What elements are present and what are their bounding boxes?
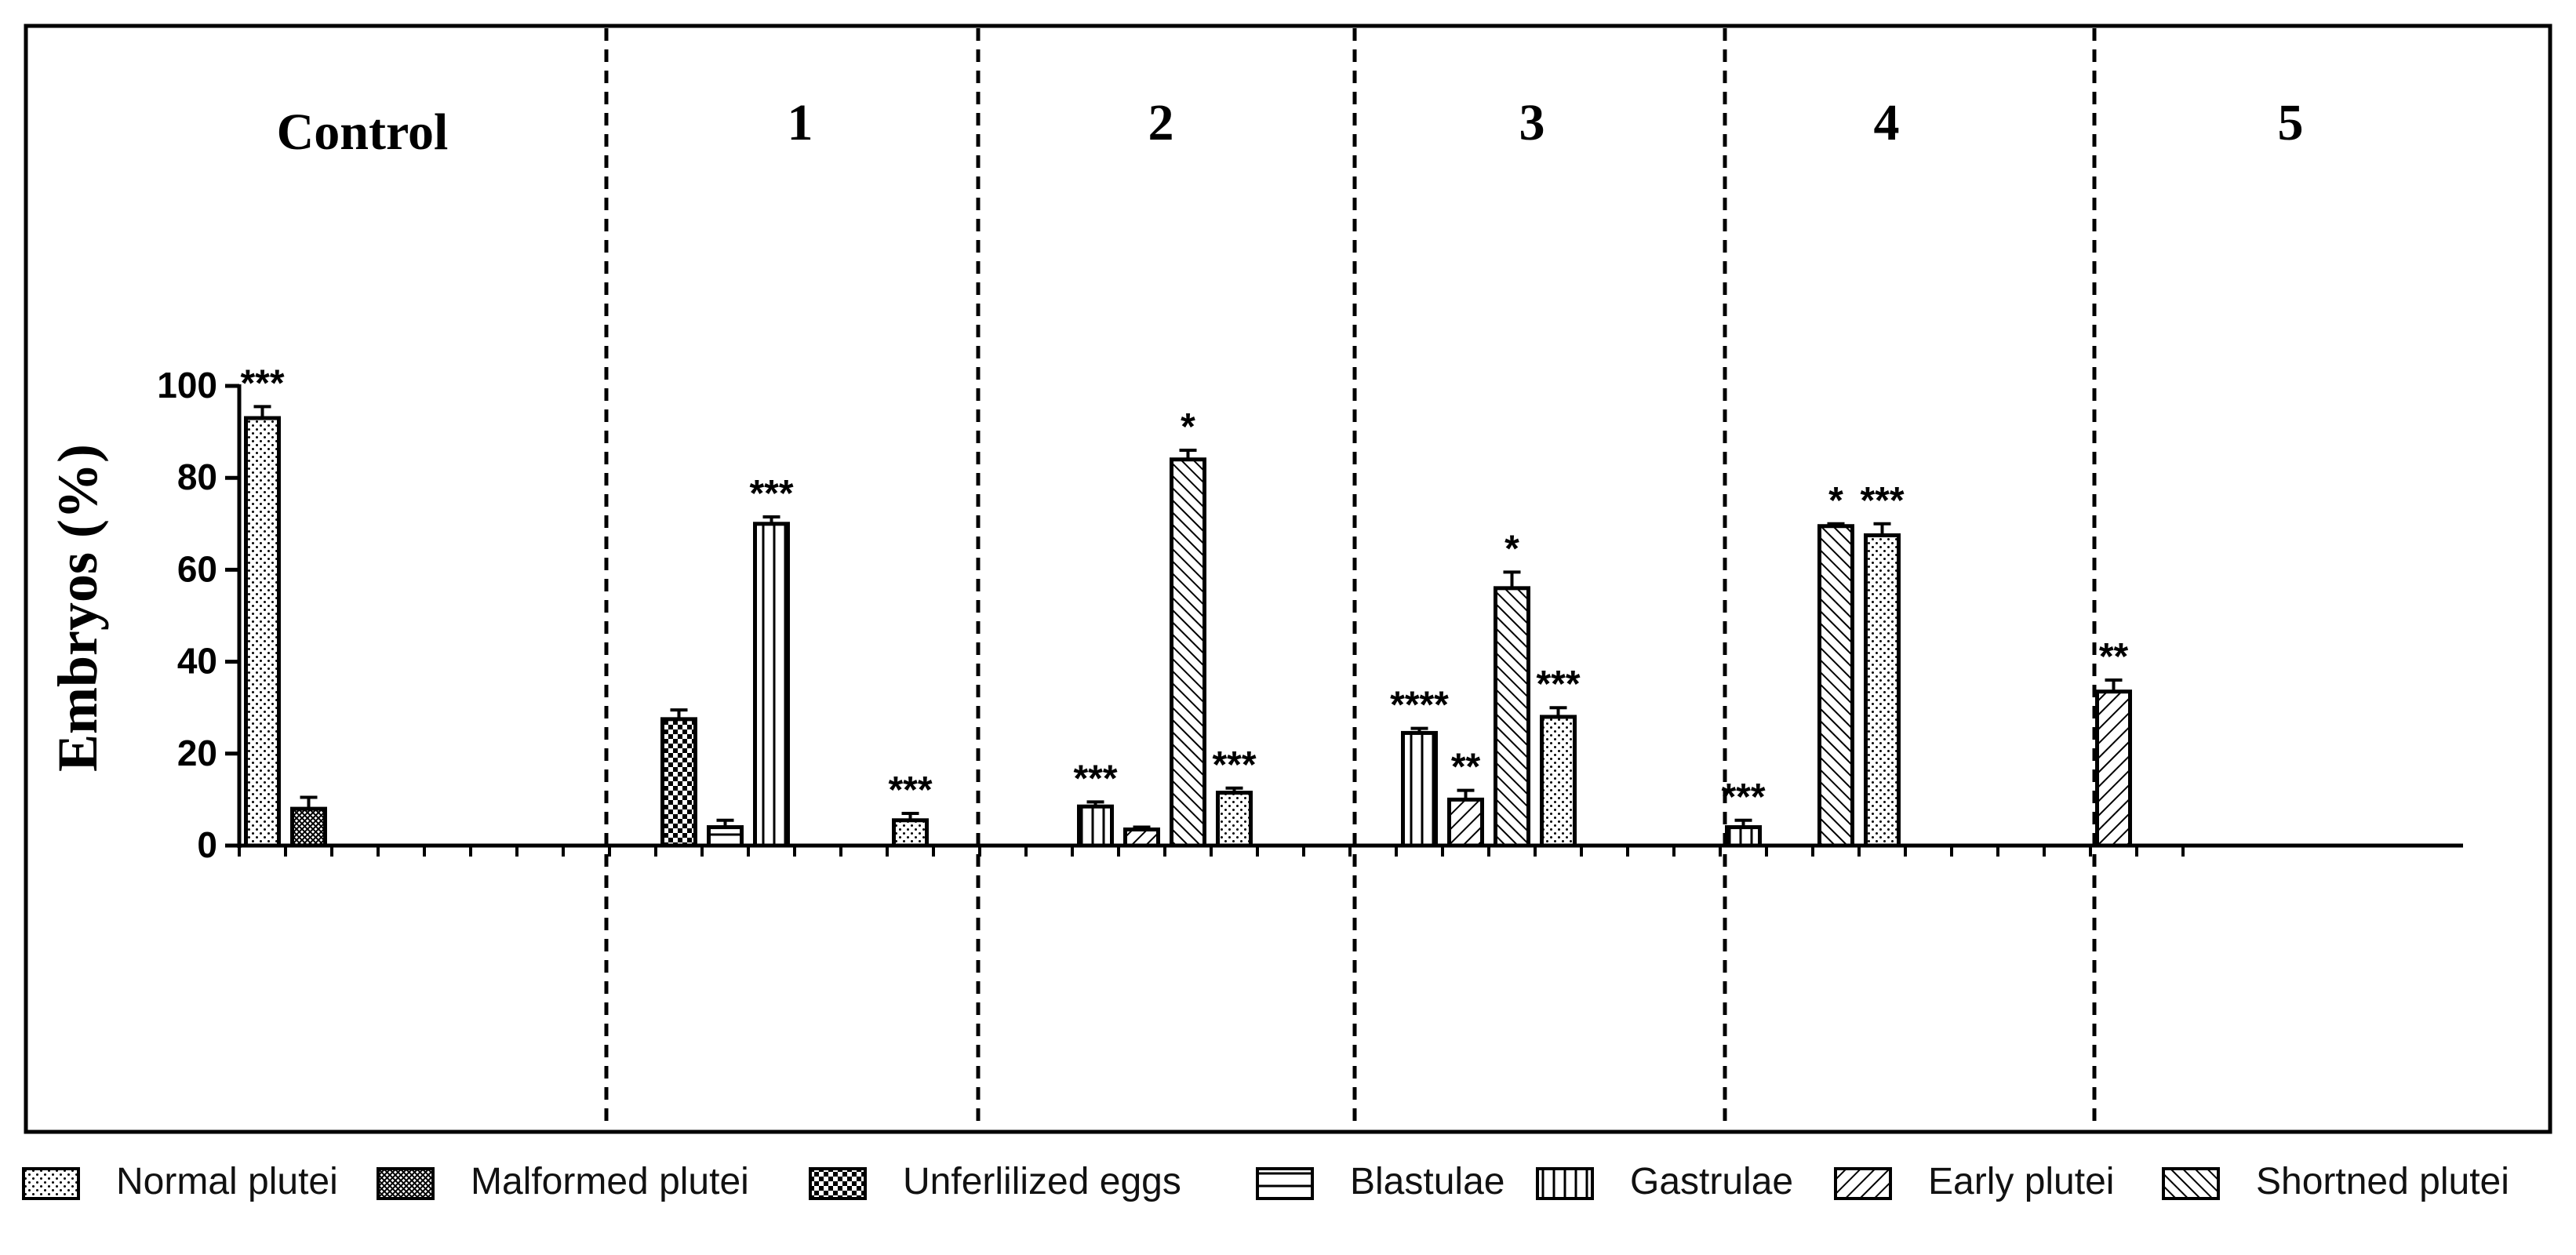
- bar: [1077, 804, 1114, 848]
- bar: [660, 717, 697, 848]
- legend-label: Normal plutei: [116, 1161, 338, 1202]
- legend-swatch: [1256, 1167, 1314, 1200]
- significance-label: ***: [1721, 777, 1765, 818]
- panel-titles: Control 1 2 3 4 5: [277, 94, 2304, 161]
- y-tick-label: 0: [197, 824, 217, 865]
- panel-title: 2: [1148, 94, 1174, 151]
- significance-label: *: [1828, 480, 1843, 522]
- significance-label: **: [2099, 636, 2129, 678]
- legend-label: Shortned plutei: [2256, 1161, 2509, 1202]
- legend-label: Early plutei: [1928, 1161, 2114, 1202]
- bar: [1725, 825, 1762, 848]
- significance-label: **: [1451, 747, 1481, 788]
- legend-label: Blastulae: [1350, 1161, 1504, 1202]
- bar: [753, 522, 790, 848]
- y-tick-label: 60: [177, 548, 217, 589]
- legend-swatch: [809, 1167, 867, 1200]
- bar: [290, 806, 327, 848]
- bars: ********* ********************* *****: [240, 362, 2132, 848]
- legend-swatch: [1834, 1167, 1892, 1200]
- bar: [707, 825, 744, 848]
- significance-label: ***: [1212, 744, 1256, 786]
- legend: Normal plutei Malformed plutei Unferlilize…: [22, 1161, 2509, 1202]
- y-tick-label: 20: [177, 733, 217, 773]
- significance-label: ***: [240, 362, 284, 404]
- axes: 0 20 40 60 80 100: [157, 365, 2463, 865]
- bar: [1123, 827, 1160, 848]
- y-axis-label: Embryos (%): [46, 444, 109, 772]
- legend-swatch: [22, 1167, 80, 1200]
- significance-label: ***: [1073, 758, 1117, 799]
- bar: [1864, 533, 1901, 848]
- legend-swatch: [377, 1167, 435, 1200]
- significance-label: ***: [1536, 664, 1580, 705]
- panel-title: 5: [2278, 94, 2304, 151]
- significance-label: *: [1181, 406, 1195, 448]
- y-tick-label: 80: [177, 457, 217, 497]
- plot-frame: [24, 24, 2552, 1134]
- bar: [1447, 797, 1484, 848]
- significance-label: ****: [1390, 685, 1449, 726]
- bar: [1494, 586, 1530, 848]
- panel-title: Control: [277, 104, 449, 161]
- bar: [244, 416, 281, 848]
- legend-label: Unferlilized eggs: [903, 1161, 1181, 1202]
- significance-label: ***: [1860, 480, 1904, 522]
- bar: [1170, 457, 1206, 848]
- bar: [892, 818, 929, 848]
- significance-label: ***: [888, 769, 932, 811]
- legend-label: Malformed plutei: [471, 1161, 749, 1202]
- bar: [1401, 730, 1438, 848]
- panel-title: 3: [1519, 94, 1545, 151]
- bar: [2095, 689, 2132, 848]
- bar: [1817, 524, 1854, 848]
- y-tick-label: 100: [157, 365, 217, 406]
- panel-title: 4: [1874, 94, 1900, 151]
- legend-swatch: [2162, 1167, 2220, 1200]
- legend-label: Gastrulae: [1630, 1161, 1793, 1202]
- y-tick-label: 40: [177, 641, 217, 682]
- significance-label: *: [1504, 528, 1519, 569]
- bar: [1216, 791, 1253, 848]
- panel-title: 1: [788, 94, 813, 151]
- bar: [1540, 715, 1577, 848]
- significance-label: ***: [749, 473, 793, 515]
- panel-dividers: [604, 28, 2097, 1130]
- legend-swatch: [1536, 1167, 1594, 1200]
